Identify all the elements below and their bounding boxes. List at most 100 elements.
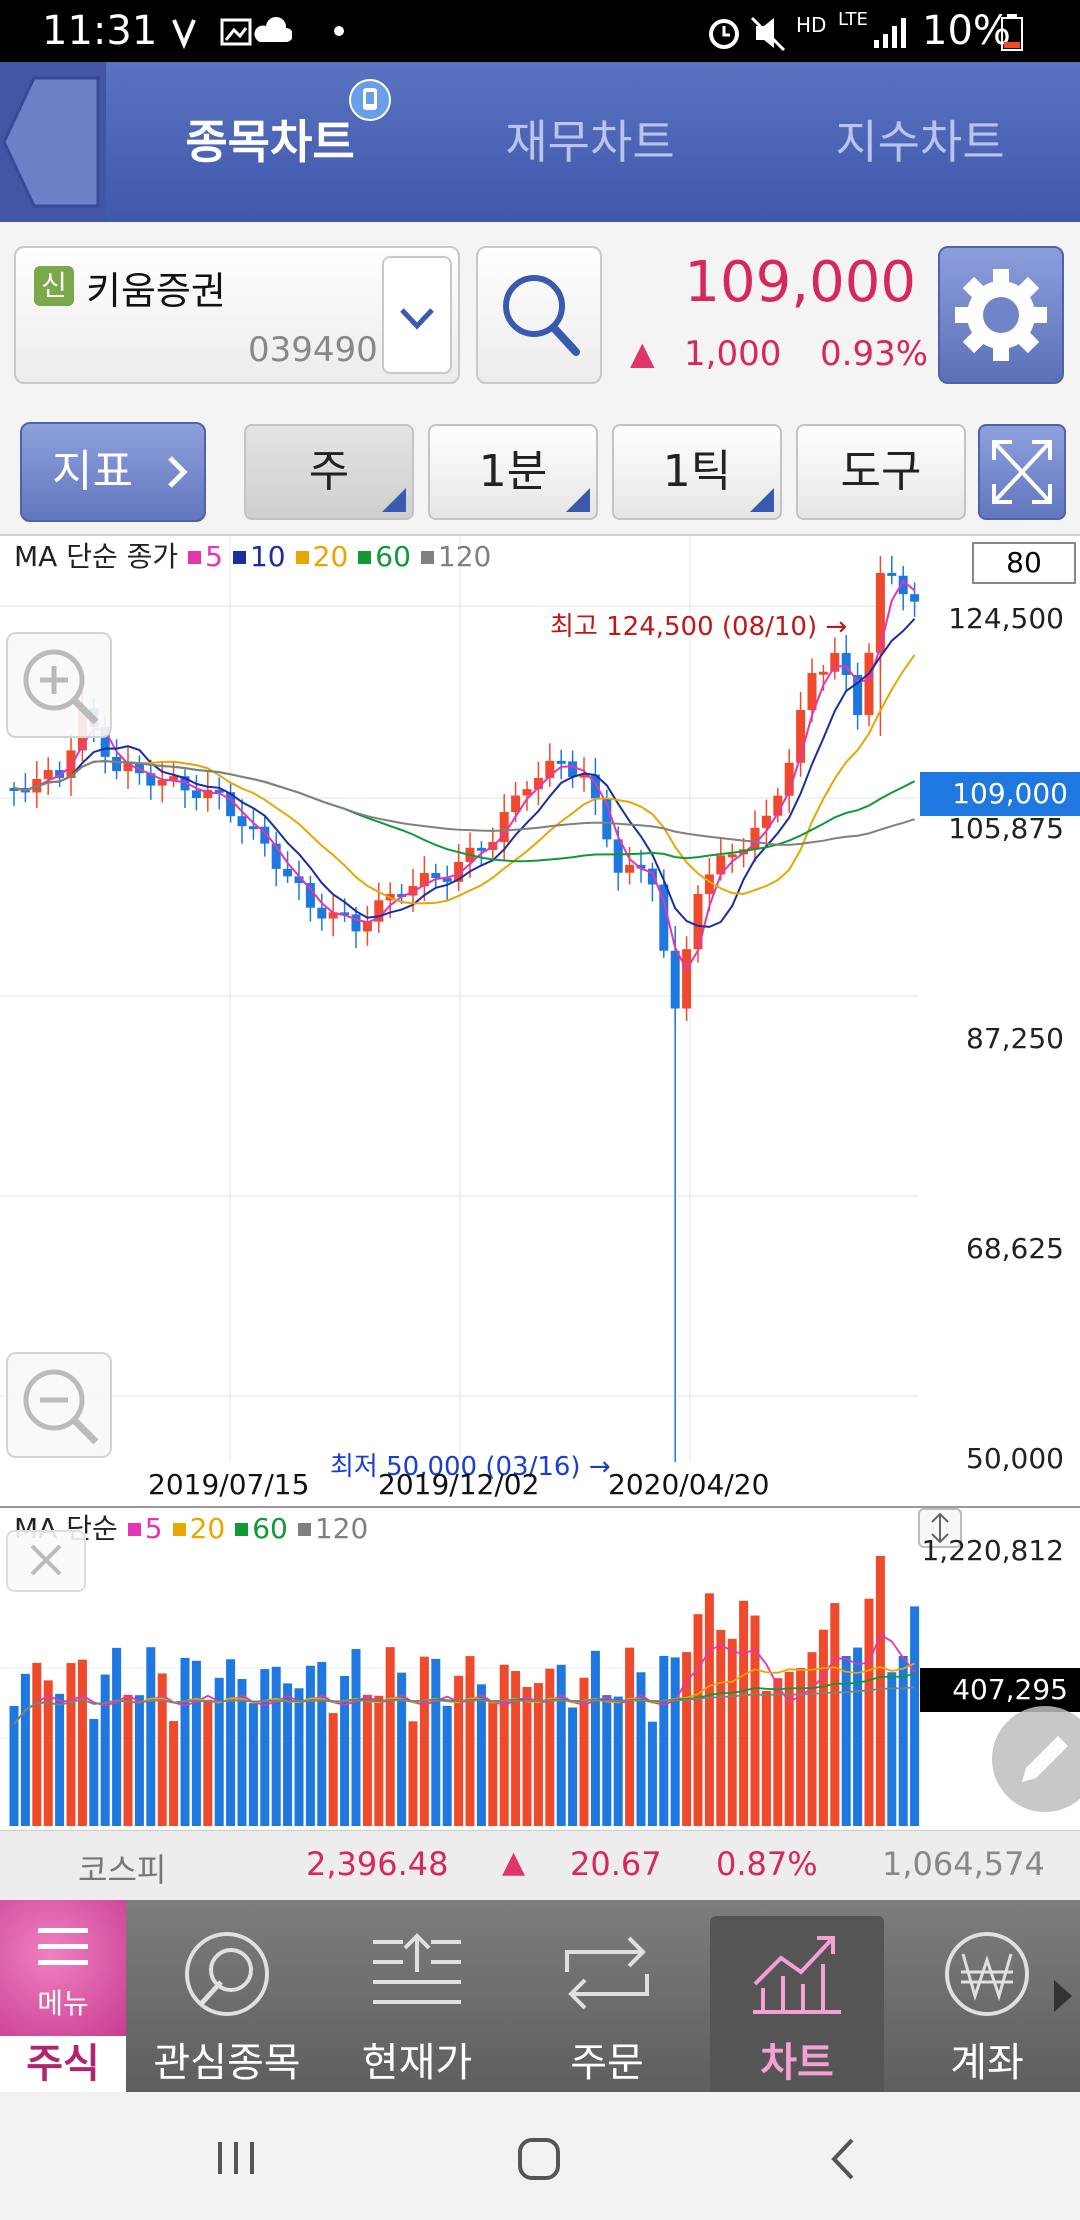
tab-index-chart[interactable]: 지수차트 [835,115,1005,169]
fullscreen-button[interactable] [978,424,1066,520]
price-legend-prefix: MA 단순 종가 [14,540,179,573]
volume-bar-31 [362,1694,372,1826]
nav-account-label: 계좌 [950,2040,1024,2086]
resize-handle[interactable] [918,1508,962,1548]
chart-tab-bar: 종목차트 재무차트 지수차트 [0,62,1080,222]
vertical-resize-icon [931,1512,949,1544]
candle-body-31 [362,921,372,932]
indicator-button[interactable]: 지표 [20,422,206,522]
tools-button[interactable]: 도구 [796,424,966,520]
price-chart[interactable] [0,536,1080,1506]
tab-finance-chart[interactable]: 재무차트 [505,115,675,169]
price-legend-label-3: 60 [375,540,411,573]
price-legend-swatch-1 [232,550,246,564]
volume-bar-59 [682,1652,692,1826]
won-currency-icon [945,1932,1029,2016]
stock-dropdown-button[interactable] [382,256,452,374]
status-notification-icons [172,17,292,50]
volume-bar-14 [169,1721,179,1826]
candle-body-59 [682,949,692,1009]
stock-selector[interactable]: 신 키움증권 039490 [14,246,460,384]
candle-body-17 [203,789,213,799]
volume-bar-43 [499,1664,509,1826]
volume-divider [0,1506,1080,1508]
nav-order[interactable]: 주문 [512,1900,702,2092]
candle-body-73 [841,652,851,676]
period-tick-button[interactable]: 1틱 [612,424,782,520]
nav-current-price[interactable]: 현재가 [322,1900,512,2092]
volume-bar-18 [214,1677,224,1826]
candle-body-10 [123,763,133,772]
candle-body-28 [328,912,338,919]
nav-more-arrow-icon[interactable] [1050,1976,1076,2016]
close-volume-button[interactable] [6,1530,86,1592]
zoom-in-button[interactable] [6,632,112,738]
bar-count-box[interactable]: 80 [972,542,1076,584]
candle-body-77 [887,572,897,576]
volume-bar-64 [739,1600,749,1826]
mobile-sync-icon[interactable] [348,78,392,122]
volume-bar-28 [328,1713,338,1826]
volume-bar-65 [750,1615,760,1826]
stock-section-label[interactable]: 주식 [0,2036,126,2092]
candle-body-47 [545,760,555,778]
zoom-out-icon [23,1369,99,1445]
menu-button[interactable]: 메뉴 [0,1900,126,2036]
nav-account[interactable]: 계좌 [892,1900,1080,2092]
volume-bar-27 [317,1661,327,1826]
search-button[interactable] [476,246,602,384]
battery-icon [1001,14,1023,51]
zoom-in-icon [23,649,99,725]
volume-bar-26 [305,1665,315,1826]
candle-body-13 [157,779,167,786]
volume-bar-76 [875,1556,885,1826]
nav-chart[interactable]: 차트 [702,1900,892,2092]
back-button[interactable] [0,62,106,222]
status-lte: LTE [838,9,868,30]
candle-body-67 [773,795,783,816]
y-label-2: 105,875 [948,812,1064,845]
volume-bar-13 [157,1673,167,1826]
volume-bar-74 [853,1647,863,1826]
menu-label: 메뉴 [37,1987,89,2020]
y-label-min: 50,000 [966,1442,1064,1475]
status-hd-voice: HD [796,13,827,37]
home-icon[interactable] [516,2136,562,2182]
candle-body-39 [454,861,464,882]
volume-chart[interactable] [0,1508,1080,1830]
volume-legend-label-2: 60 [252,1512,288,1545]
volume-bar-1 [20,1673,30,1826]
volume-bar-73 [841,1656,851,1826]
volume-bar-44 [511,1671,521,1826]
price-legend-label-0: 5 [205,540,223,573]
period-minute-button[interactable]: 1분 [428,424,598,520]
candle-body-79 [910,594,920,602]
period-week-button[interactable]: 주 [244,424,414,520]
tab-stock-chart[interactable]: 종목차트 [185,115,355,169]
volume-bar-46 [533,1683,543,1826]
search-icon [503,275,580,356]
volume-legend-label-0: 5 [144,1512,163,1545]
volume-bar-79 [910,1606,920,1826]
settings-button[interactable] [938,246,1064,384]
back-icon[interactable] [826,2136,860,2182]
volume-bar-56 [647,1721,657,1826]
period-tick-label: 1틱 [662,446,732,497]
volume-bar-58 [670,1657,680,1826]
candle-body-46 [533,777,543,790]
nav-current-price-label: 현재가 [361,2040,473,2086]
nav-watchlist[interactable]: 관심종목 [132,1900,322,2092]
price-legend-label-1: 10 [249,540,286,573]
volume-legend-swatch-3 [297,1522,311,1536]
recent-apps-icon[interactable] [214,2138,258,2178]
volume-bar-5 [66,1663,76,1826]
volume-max-label: 1,220,812 [921,1534,1064,1567]
volume-bar-15 [180,1657,190,1826]
index-ticker[interactable]: 코스피 2,396.48 ▲ 20.67 0.87% 1,064,574 [0,1830,1080,1900]
zoom-out-button[interactable] [6,1352,112,1458]
expand-icon [992,440,1052,504]
drawing-tool-button[interactable] [992,1706,1080,1812]
volume-bar-30 [351,1649,361,1826]
indicator-label: 지표 [52,446,133,497]
volume-bar-42 [488,1700,498,1826]
